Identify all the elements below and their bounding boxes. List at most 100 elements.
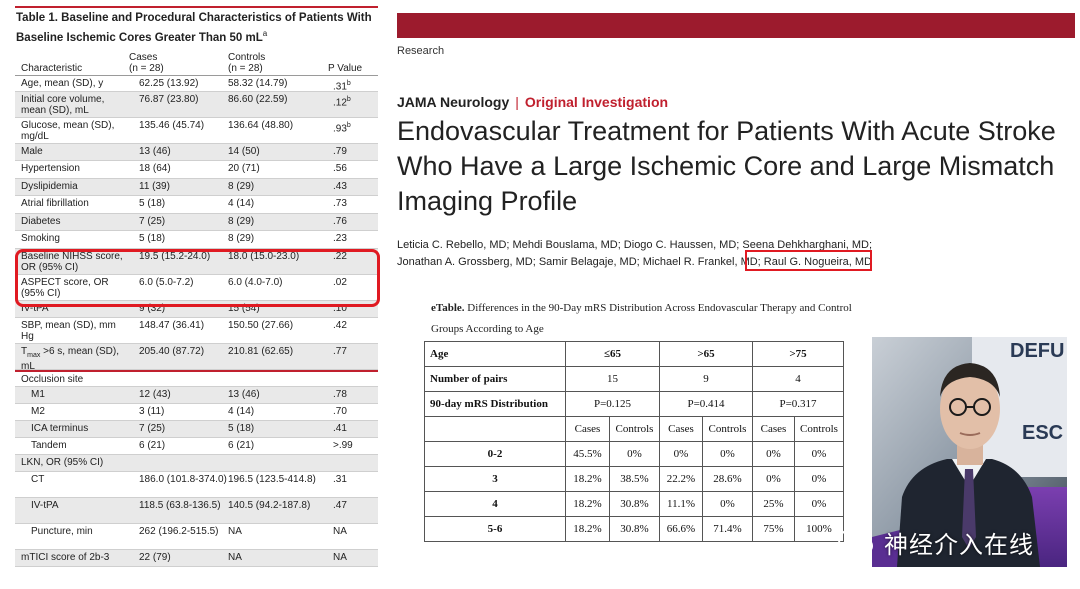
etable-category: 5-6 <box>424 516 566 542</box>
row-characteristic: Hypertension <box>21 163 80 174</box>
table-row: IV-tPA 118.5 (63.8-136.5) 140.5 (94.2-187.… <box>15 498 378 524</box>
row-pvalue: .79 <box>333 146 347 157</box>
row-pvalue: .12b <box>333 96 351 109</box>
row-characteristic: Male <box>21 146 43 157</box>
journal-header-band <box>397 13 1075 38</box>
etable-cell: 0% <box>609 441 660 467</box>
highlight-box-author <box>745 250 872 271</box>
etable-subheader: Cases <box>565 416 610 442</box>
table-row: Glucose, mean (SD), mg/dL 135.46 (45.74) 1… <box>15 118 378 144</box>
row-characteristic: Initial core volume, mean (SD), mL <box>21 94 105 116</box>
row-characteristic: SBP, mean (SD), mm Hg <box>21 320 116 342</box>
row-characteristic: Occlusion site <box>21 374 84 385</box>
row-cases: 11 (39) <box>139 181 170 192</box>
row-characteristic: IV-tPA <box>21 303 49 314</box>
backdrop-text: ESC <box>1022 422 1063 444</box>
etable-cell: 66.6% <box>659 516 703 542</box>
row-pvalue: .31 <box>333 474 347 485</box>
row-pvalue: .78 <box>333 389 347 400</box>
row-controls: 150.50 (27.66) <box>228 320 294 331</box>
table-row: Hypertension 18 (64) 20 (71) .56 <box>15 161 378 179</box>
article-title-line: Endovascular Treatment for Patients With… <box>397 116 1056 146</box>
row-cases: 205.40 (87.72) <box>139 346 205 357</box>
row-controls: 6.0 (4.0-7.0) <box>228 277 283 288</box>
etable-cell: 15 <box>565 366 660 392</box>
etable-age-col: >75 <box>752 341 844 367</box>
row-characteristic: IV-tPA <box>31 500 59 511</box>
etable-subheader: Cases <box>752 416 795 442</box>
table-row: Male 13 (46) 14 (50) .79 <box>15 144 378 161</box>
row-pvalue: NA <box>333 552 347 563</box>
speaker-video-frame: DEFU ESC <box>872 337 1067 567</box>
row-controls: 8 (29) <box>228 181 255 192</box>
table-row: Age, mean (SD), y 62.25 (13.92) 58.32 (14.… <box>15 76 378 92</box>
etable-row-pairs: Number of pairs 15 9 4 <box>424 366 844 392</box>
row-controls: 5 (18) <box>228 423 255 434</box>
header-cases: Cases <box>129 52 158 63</box>
row-controls: 20 (71) <box>228 163 260 174</box>
etable-age-label: Age <box>424 341 566 367</box>
row-cases: 5 (18) <box>139 233 166 244</box>
table-title: Table 1. Baseline and Procedural Charact… <box>15 8 378 45</box>
row-cases: 148.47 (36.41) <box>139 320 205 331</box>
row-controls: 210.81 (62.65) <box>228 346 294 357</box>
row-controls: 4 (14) <box>228 198 255 209</box>
row-characteristic: M2 <box>31 406 45 417</box>
etable-cell: 100% <box>794 516 844 542</box>
row-controls: 8 (29) <box>228 233 255 244</box>
etable-row: 5-6 18.2% 30.8% 66.6% 71.4% 75% 100% <box>424 516 844 542</box>
row-cases: 135.46 (45.74) <box>139 120 205 131</box>
etable-cell: 0% <box>794 441 844 467</box>
table-title-text: Table 1. Baseline and Procedural Charact… <box>16 12 372 44</box>
row-cases: 5 (18) <box>139 198 166 209</box>
etable-cell: 18.2% <box>565 491 610 517</box>
table-row: mTICI score of 2b-3 22 (79) NA NA <box>15 550 378 567</box>
etable-cell: 11.1% <box>659 491 703 517</box>
row-characteristic: CT <box>31 474 45 485</box>
highlight-box-nihss-aspect <box>15 249 380 307</box>
etable: Age ≤65 >65 >75 Number of pairs 15 9 4 9… <box>424 341 844 542</box>
table-row: LKN, OR (95% CI) <box>15 455 378 472</box>
row-characteristic: Dyslipidemia <box>21 181 78 192</box>
row-controls: NA <box>228 526 242 537</box>
table-row: Smoking 5 (18) 8 (29) .23 <box>15 231 378 249</box>
etable-dist-label: 90-day mRS Distribution <box>424 391 566 417</box>
etable-age-col: >65 <box>659 341 753 367</box>
etable-cell: 0% <box>752 466 795 492</box>
row-pvalue: >.99 <box>333 440 353 451</box>
row-cases: 76.87 (23.80) <box>139 94 199 105</box>
row-characteristic: Puncture, min <box>31 526 93 537</box>
row-characteristic: Tmax >6 s, mean (SD), mL <box>21 346 119 372</box>
etable-cell: P=0.317 <box>752 391 844 417</box>
row-pvalue: .10 <box>333 303 347 314</box>
row-pvalue: .23 <box>333 233 347 244</box>
speaker-photo: DEFU ESC <box>872 337 1067 567</box>
row-characteristic: Atrial fibrillation <box>21 198 89 209</box>
row-pvalue: .42 <box>333 320 347 331</box>
etable-cell: 0% <box>794 466 844 492</box>
table-row: Occlusion site <box>15 370 378 387</box>
table-header: Characteristic Cases (n = 28) Controls (… <box>15 45 378 76</box>
row-characteristic: Glucose, mean (SD), mg/dL <box>21 120 115 142</box>
baseline-table: Table 1. Baseline and Procedural Charact… <box>15 6 380 586</box>
row-controls: 58.32 (14.79) <box>228 78 288 89</box>
row-characteristic: M1 <box>31 389 45 400</box>
row-pvalue: .41 <box>333 423 347 434</box>
row-pvalue: .31b <box>333 80 351 93</box>
table-row: Tmax >6 s, mean (SD), mL 205.40 (87.72) 21… <box>15 344 378 372</box>
row-controls: 4 (14) <box>228 406 255 417</box>
etable-cell: 28.6% <box>702 466 753 492</box>
etable-cell: P=0.414 <box>659 391 753 417</box>
row-controls: 140.5 (94.2-187.8) <box>228 500 311 511</box>
table-row: Diabetes 7 (25) 8 (29) .76 <box>15 214 378 231</box>
row-cases: 118.5 (63.8-136.5) <box>139 500 221 511</box>
header-controls: Controls <box>228 52 266 63</box>
article-title: Endovascular Treatment for Patients With… <box>397 114 1077 219</box>
etable-subheader: Controls <box>702 416 753 442</box>
table-row: Tandem 6 (21) 6 (21) >.99 <box>15 438 378 455</box>
row-cases: 13 (46) <box>139 146 171 157</box>
row-cases: 19.5 (15.2-24.0) <box>139 251 211 262</box>
row-characteristic: Diabetes <box>21 216 61 227</box>
row-cases: 6.0 (5.0-7.2) <box>139 277 194 288</box>
etable-cell: 0% <box>752 441 795 467</box>
